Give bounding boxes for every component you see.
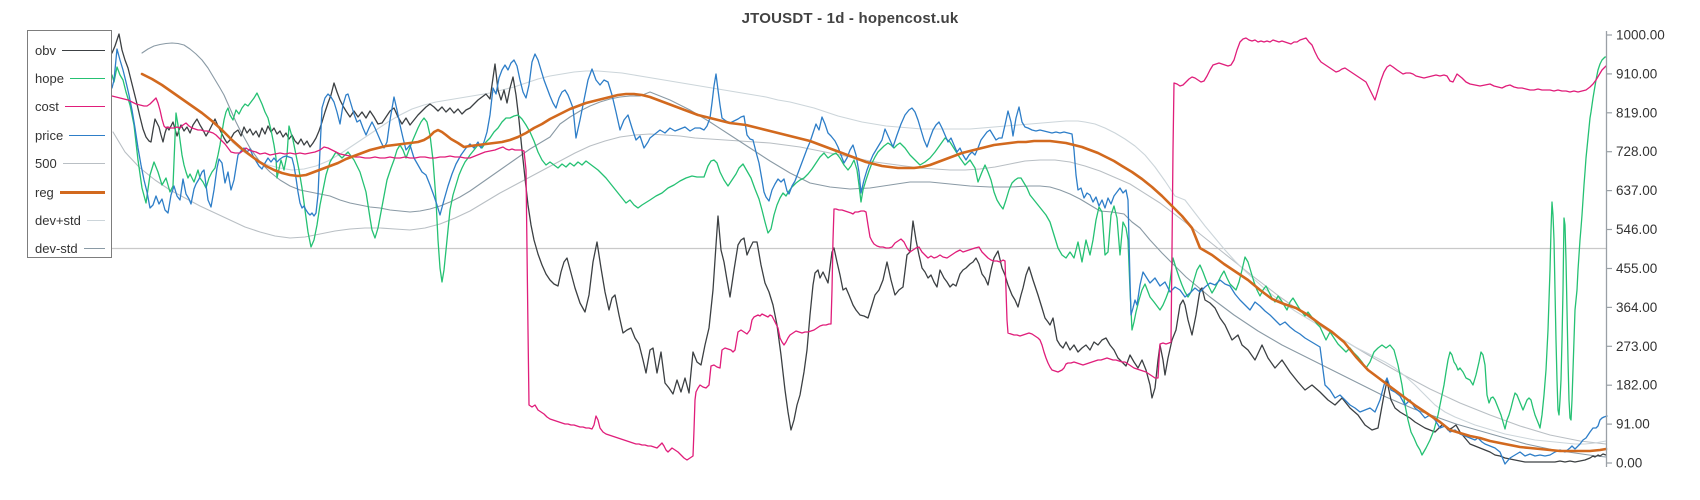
svg-text:546.00: 546.00 xyxy=(1616,222,1657,237)
svg-text:91.00: 91.00 xyxy=(1616,417,1650,432)
svg-text:182.00: 182.00 xyxy=(1616,378,1657,393)
svg-text:910.00: 910.00 xyxy=(1616,66,1657,81)
svg-text:1000.00: 1000.00 xyxy=(1616,28,1665,43)
svg-text:819.00: 819.00 xyxy=(1616,105,1657,120)
svg-text:273.00: 273.00 xyxy=(1616,339,1657,354)
svg-text:0.00: 0.00 xyxy=(1616,456,1642,471)
svg-text:455.00: 455.00 xyxy=(1616,261,1657,276)
svg-text:637.00: 637.00 xyxy=(1616,183,1657,198)
svg-text:728.00: 728.00 xyxy=(1616,144,1657,159)
svg-text:364.00: 364.00 xyxy=(1616,300,1657,315)
